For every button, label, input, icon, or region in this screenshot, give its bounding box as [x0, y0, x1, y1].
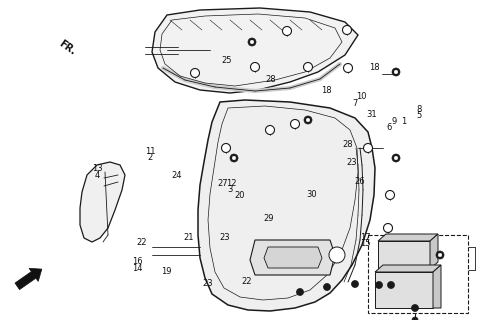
- Text: 27: 27: [216, 179, 227, 188]
- Circle shape: [306, 118, 309, 122]
- Circle shape: [323, 284, 330, 291]
- Circle shape: [394, 156, 397, 160]
- Text: 26: 26: [354, 177, 364, 186]
- Text: 23: 23: [202, 279, 213, 288]
- Text: 20: 20: [234, 191, 244, 200]
- Circle shape: [328, 247, 344, 263]
- Circle shape: [232, 156, 235, 160]
- Circle shape: [384, 190, 394, 199]
- Text: 10: 10: [356, 92, 366, 101]
- Circle shape: [250, 62, 259, 71]
- Circle shape: [394, 70, 397, 74]
- Text: 31: 31: [365, 110, 376, 119]
- Text: 28: 28: [341, 140, 352, 149]
- Text: 2: 2: [147, 153, 152, 162]
- Circle shape: [342, 26, 351, 35]
- Circle shape: [437, 253, 441, 257]
- Circle shape: [265, 125, 274, 134]
- Text: 23: 23: [346, 158, 357, 167]
- Polygon shape: [264, 247, 321, 268]
- Text: 18: 18: [368, 63, 379, 72]
- Circle shape: [387, 282, 394, 289]
- Circle shape: [435, 251, 443, 259]
- Text: 18: 18: [320, 86, 331, 95]
- Polygon shape: [377, 234, 437, 241]
- Polygon shape: [15, 268, 42, 290]
- Polygon shape: [374, 265, 440, 272]
- Circle shape: [411, 317, 417, 320]
- Polygon shape: [198, 100, 374, 311]
- Text: 30: 30: [306, 190, 316, 199]
- Text: 15: 15: [360, 239, 370, 248]
- Text: 11: 11: [144, 147, 155, 156]
- Text: 16: 16: [132, 257, 142, 266]
- Text: 21: 21: [183, 233, 193, 242]
- Text: 5: 5: [416, 111, 421, 120]
- Text: 8: 8: [416, 105, 421, 114]
- Circle shape: [411, 305, 418, 311]
- Text: 14: 14: [132, 264, 142, 273]
- Circle shape: [190, 68, 199, 77]
- Circle shape: [363, 143, 372, 153]
- Circle shape: [296, 289, 303, 295]
- Text: 1: 1: [401, 117, 406, 126]
- Circle shape: [383, 223, 392, 233]
- Text: 9: 9: [391, 117, 396, 126]
- Text: 19: 19: [160, 267, 171, 276]
- Text: 7: 7: [351, 99, 357, 108]
- Circle shape: [351, 281, 358, 287]
- Text: FR.: FR.: [57, 38, 77, 57]
- Circle shape: [221, 143, 230, 153]
- Polygon shape: [80, 162, 125, 242]
- Text: 13: 13: [92, 164, 102, 173]
- Circle shape: [290, 119, 299, 129]
- Circle shape: [375, 282, 382, 289]
- Text: 6: 6: [385, 124, 391, 132]
- Circle shape: [250, 40, 253, 44]
- Polygon shape: [250, 240, 334, 275]
- Polygon shape: [429, 234, 437, 269]
- Circle shape: [343, 63, 352, 73]
- Circle shape: [248, 38, 255, 46]
- Text: 3: 3: [227, 185, 232, 194]
- Text: 25: 25: [221, 56, 232, 65]
- Text: 22: 22: [241, 277, 252, 286]
- Text: 4: 4: [95, 171, 99, 180]
- Text: 12: 12: [226, 179, 237, 188]
- Text: 28: 28: [264, 75, 275, 84]
- Circle shape: [229, 154, 238, 162]
- Circle shape: [303, 116, 312, 124]
- Polygon shape: [432, 265, 440, 308]
- Circle shape: [303, 62, 312, 71]
- Polygon shape: [152, 8, 357, 93]
- Text: 22: 22: [136, 238, 147, 247]
- Bar: [374, 272, 432, 308]
- Bar: [377, 241, 429, 269]
- Circle shape: [282, 27, 291, 36]
- Bar: [367, 235, 467, 313]
- Circle shape: [391, 68, 399, 76]
- Text: 29: 29: [263, 214, 273, 223]
- Text: 17: 17: [360, 233, 370, 242]
- Text: 24: 24: [171, 171, 182, 180]
- Text: 23: 23: [219, 233, 230, 242]
- Circle shape: [391, 154, 399, 162]
